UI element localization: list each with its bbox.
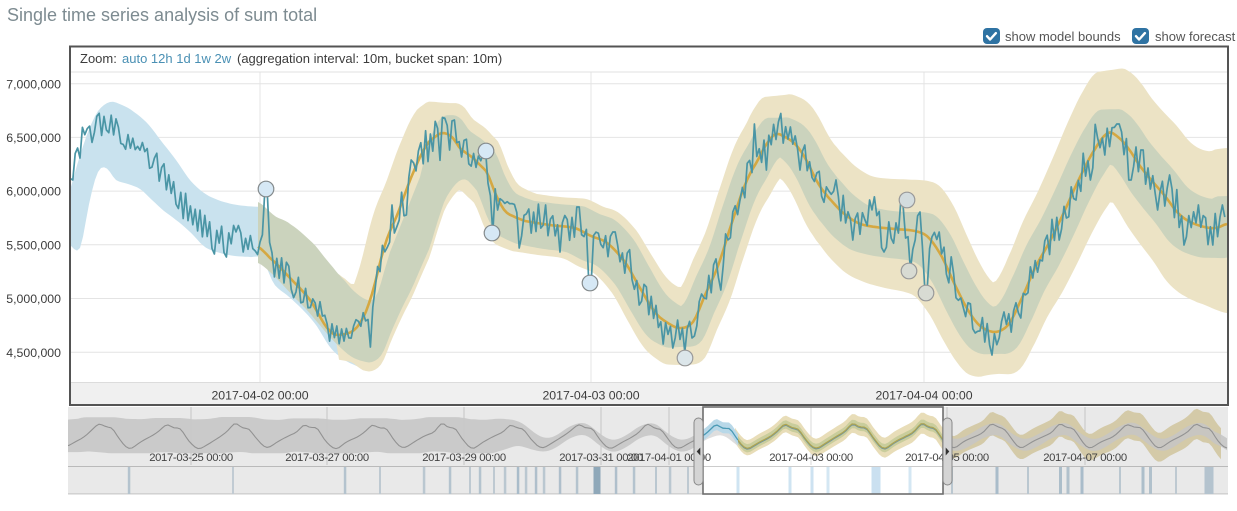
svg-text:Single time series analysis of: Single time series analysis of sum total (7, 5, 317, 25)
svg-text:2017-04-03 00:00: 2017-04-03 00:00 (769, 452, 853, 464)
svg-text:2017-04-02 00:00: 2017-04-02 00:00 (211, 389, 308, 403)
svg-text:5,000,000: 5,000,000 (6, 292, 61, 306)
svg-text:show model bounds: show model bounds (1005, 29, 1121, 44)
svg-text:6,500,000: 6,500,000 (6, 131, 61, 145)
svg-text:2017-04-04 00:00: 2017-04-04 00:00 (875, 389, 972, 403)
svg-text:2017-03-25 00:00: 2017-03-25 00:00 (149, 452, 233, 464)
svg-text:2017-03-31 00:00: 2017-03-31 00:00 (559, 452, 643, 464)
svg-text:(aggregation interval: 10m, bu: (aggregation interval: 10m, bucket span:… (237, 51, 502, 66)
svg-text:2017-03-27 00:00: 2017-03-27 00:00 (285, 452, 369, 464)
svg-text:6,000,000: 6,000,000 (6, 185, 61, 199)
svg-text:5,500,000: 5,500,000 (6, 238, 61, 252)
svg-text:4,500,000: 4,500,000 (6, 346, 61, 360)
svg-text:2017-04-07 00:00: 2017-04-07 00:00 (1043, 452, 1127, 464)
svg-text:2017-03-29 00:00: 2017-03-29 00:00 (422, 452, 506, 464)
svg-text:2017-04-03 00:00: 2017-04-03 00:00 (542, 389, 639, 403)
svg-text:auto 12h 1d 1w 2w: auto 12h 1d 1w 2w (122, 51, 232, 66)
svg-text:Zoom:: Zoom: (80, 51, 117, 66)
svg-text:2017-04-01 00:00: 2017-04-01 00:00 (627, 452, 711, 464)
svg-text:show forecast: show forecast (1155, 29, 1236, 44)
svg-text:7,000,000: 7,000,000 (6, 77, 61, 91)
